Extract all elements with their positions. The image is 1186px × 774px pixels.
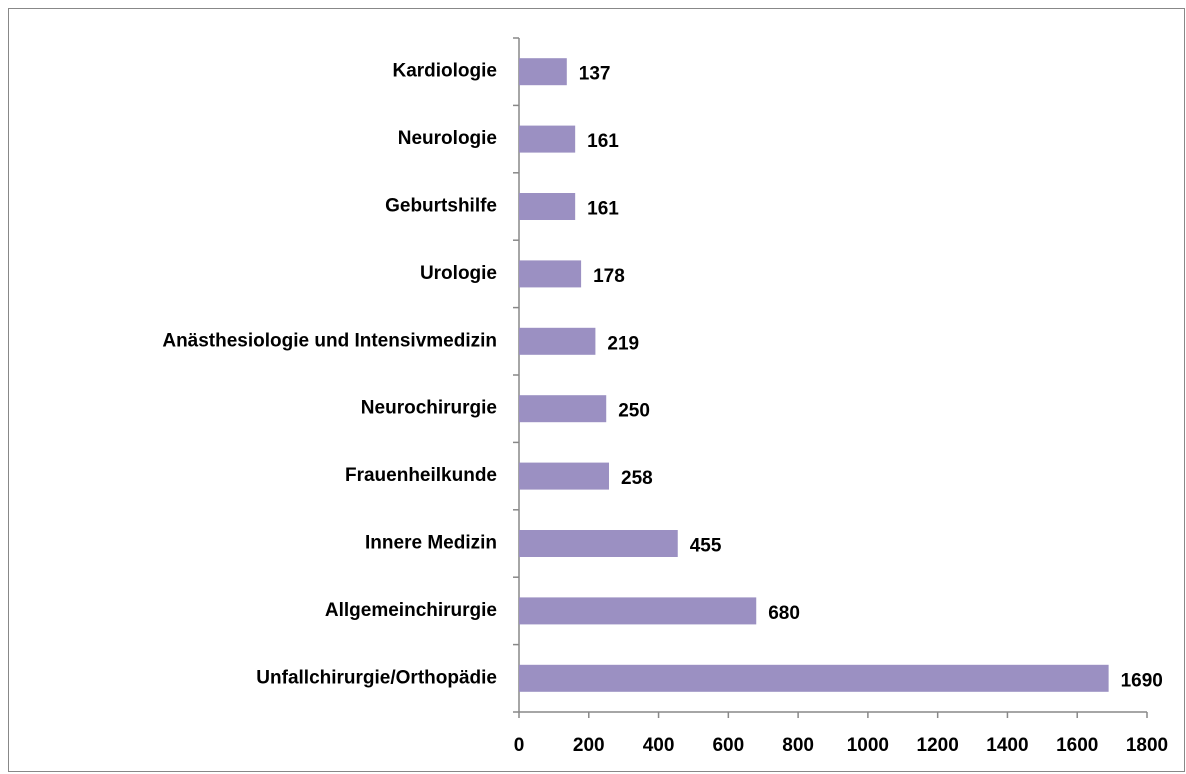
value-label: 178 bbox=[593, 266, 625, 287]
value-label: 161 bbox=[587, 131, 619, 152]
y-tick-label: Neurologie bbox=[398, 128, 497, 149]
value-label: 250 bbox=[618, 401, 650, 422]
x-tick-label: 1200 bbox=[917, 735, 959, 756]
bar bbox=[519, 260, 582, 288]
value-label: 258 bbox=[621, 468, 653, 489]
x-tick-label: 800 bbox=[782, 735, 814, 756]
y-tick-label: Unfallchirurgie/Orthopädie bbox=[256, 667, 497, 688]
x-tick-label: 1400 bbox=[986, 735, 1028, 756]
bar bbox=[519, 125, 576, 153]
y-tick-label: Geburtshilfe bbox=[385, 196, 497, 217]
y-tick-label: Kardiologie bbox=[392, 61, 497, 82]
bar bbox=[519, 58, 567, 86]
x-tick-label: 1000 bbox=[847, 735, 889, 756]
x-tick-label: 200 bbox=[573, 735, 605, 756]
y-tick-label: Allgemeinchirurgie bbox=[325, 600, 497, 621]
y-tick-label: Innere Medizin bbox=[365, 533, 497, 554]
value-label: 1690 bbox=[1121, 670, 1163, 691]
y-tick-label: Frauenheilkunde bbox=[345, 465, 497, 486]
y-tick-label: Neurochirurgie bbox=[361, 398, 497, 419]
x-tick-label: 0 bbox=[514, 735, 525, 756]
x-tick-label: 600 bbox=[712, 735, 744, 756]
x-tick-label: 1800 bbox=[1126, 735, 1168, 756]
bar bbox=[519, 597, 757, 625]
bar bbox=[519, 193, 576, 220]
value-label: 680 bbox=[768, 603, 800, 624]
y-tick-label: Anästhesiologie und Intensivmedizin bbox=[162, 330, 497, 351]
value-label: 219 bbox=[607, 333, 639, 354]
chart-frame bbox=[8, 8, 1185, 772]
bar bbox=[519, 530, 678, 557]
value-label: 137 bbox=[579, 64, 611, 85]
bar bbox=[519, 395, 607, 423]
bar bbox=[519, 327, 596, 355]
value-label: 161 bbox=[587, 199, 619, 220]
bar bbox=[519, 664, 1109, 692]
x-tick-label: 400 bbox=[643, 735, 675, 756]
x-tick-label: 1600 bbox=[1056, 735, 1098, 756]
bar bbox=[519, 462, 610, 490]
y-tick-label: Urologie bbox=[420, 263, 497, 284]
value-label: 455 bbox=[690, 536, 722, 557]
